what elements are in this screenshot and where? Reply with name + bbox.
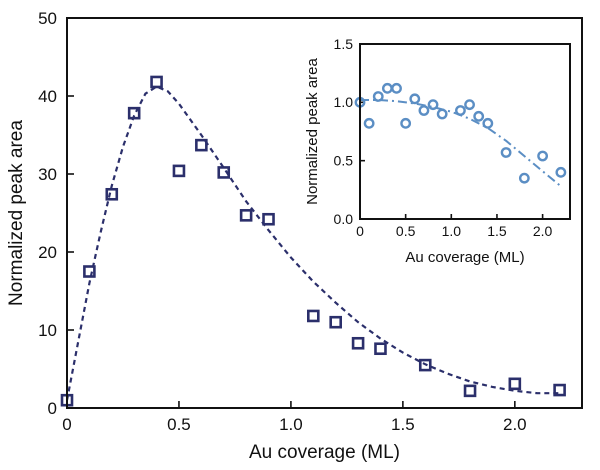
data-point bbox=[473, 110, 485, 122]
data-point bbox=[374, 342, 387, 356]
data-point bbox=[372, 91, 384, 102]
data-point bbox=[500, 147, 512, 158]
y-tick-label: 10 bbox=[38, 321, 57, 340]
data-point bbox=[555, 166, 567, 178]
data-point bbox=[83, 265, 96, 278]
data-point bbox=[427, 99, 439, 111]
y-tick-label: 1.0 bbox=[334, 94, 354, 110]
x-tick-label: 2.0 bbox=[503, 415, 527, 434]
y-tick-label: 0 bbox=[48, 399, 57, 418]
data-point bbox=[553, 383, 566, 397]
y-axis-title: Normalized peak area bbox=[304, 57, 321, 204]
data-point bbox=[307, 309, 320, 323]
data-point bbox=[391, 82, 402, 94]
data-point bbox=[363, 117, 375, 129]
x-axis-title: Au coverage (ML) bbox=[249, 442, 400, 463]
inset-plot: 0 0.5 1.0 1.5 2.0 0.0 0.5 1.0 1.5 Au coverage (ML… bbox=[304, 36, 571, 266]
plot-frame bbox=[66, 17, 583, 409]
data-point bbox=[436, 108, 448, 120]
y-tick-label: 0.0 bbox=[334, 211, 354, 227]
plot-frame bbox=[359, 43, 571, 220]
data-point bbox=[195, 138, 208, 152]
inset-background bbox=[360, 44, 570, 219]
x-tick-label: 0 bbox=[356, 223, 364, 239]
data-point bbox=[150, 75, 163, 89]
x-tick-label: 0 bbox=[62, 415, 71, 434]
y-tick-label: 1.5 bbox=[334, 36, 354, 52]
data-point bbox=[239, 209, 253, 222]
y-axis-title: Normalized peak area bbox=[6, 120, 27, 306]
data-point bbox=[329, 315, 342, 329]
data-point bbox=[409, 93, 421, 105]
x-tick-label: 0.5 bbox=[396, 223, 416, 239]
data-point bbox=[105, 187, 119, 201]
x-tick-label: 1.0 bbox=[279, 415, 303, 434]
x-tick-label: 2.0 bbox=[533, 223, 553, 239]
data-point bbox=[262, 212, 275, 226]
fit-line bbox=[65, 85, 560, 401]
data-point bbox=[400, 117, 412, 129]
data-point bbox=[455, 105, 466, 116]
data-point bbox=[351, 336, 365, 350]
main-plot: 0 0.5 1.0 1.5 2.0 0 10 20 30 40 50 Au coverage (ML)… bbox=[6, 9, 583, 463]
data-point bbox=[217, 166, 231, 179]
data-point bbox=[518, 172, 530, 184]
x-axis-title: Au coverage (ML) bbox=[405, 249, 524, 266]
y-tick-label: 20 bbox=[38, 243, 57, 262]
x-tick-label: 1.5 bbox=[391, 415, 415, 434]
x-tick-label: 1.0 bbox=[442, 223, 462, 239]
data-point bbox=[172, 164, 186, 178]
data-point bbox=[464, 99, 475, 111]
data-point bbox=[127, 106, 141, 120]
y-tick-label: 50 bbox=[38, 9, 57, 28]
data-point bbox=[508, 377, 522, 391]
y-tick-label: 30 bbox=[38, 165, 57, 184]
x-tick-label: 0.5 bbox=[167, 415, 191, 434]
data-point bbox=[418, 105, 430, 116]
data-point bbox=[418, 358, 432, 372]
data-point bbox=[463, 384, 477, 398]
x-tick-label: 1.5 bbox=[487, 223, 507, 239]
data-point bbox=[537, 150, 549, 162]
y-tick-label: 40 bbox=[38, 87, 57, 106]
data-point bbox=[482, 117, 494, 129]
y-tick-label: 0.5 bbox=[334, 153, 354, 169]
